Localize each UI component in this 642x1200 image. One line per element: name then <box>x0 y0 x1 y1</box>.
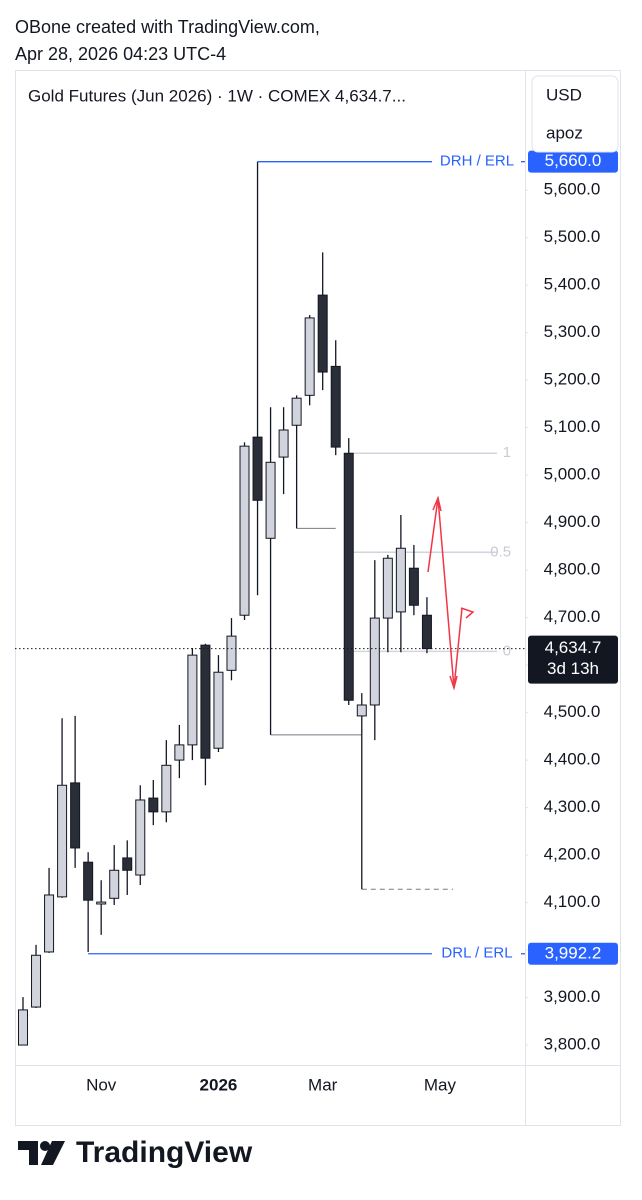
y-tick-label: 4,400.0 <box>544 750 601 769</box>
candle-body <box>408 567 419 606</box>
level-price-label: 3,992.2 <box>545 943 602 962</box>
candle-body <box>174 744 185 761</box>
x-tick-label: Mar <box>308 1075 338 1094</box>
candle-body <box>148 797 159 813</box>
candle-body <box>161 764 172 813</box>
candle-body <box>239 445 250 616</box>
level-price-box <box>528 150 618 173</box>
candle-body <box>44 894 55 953</box>
x-tick-label: 2026 <box>200 1075 238 1094</box>
x-tick-label: May <box>424 1075 457 1094</box>
plot-area: 10.50 <box>18 161 511 1046</box>
candle-body <box>395 547 406 613</box>
candle-body <box>31 954 42 1008</box>
y-tick-label: 4,900.0 <box>544 512 601 531</box>
y-tick-label: 3,900.0 <box>544 987 601 1006</box>
level-label: DRL / ERL <box>441 945 512 962</box>
fib-label: 0.5 <box>490 543 511 560</box>
last-price-box <box>528 635 618 684</box>
menu-item[interactable]: apoz <box>546 123 583 142</box>
last-price-label: 4,634.7 <box>545 638 602 657</box>
candle-body <box>187 654 198 746</box>
level-price-label: 5,660.0 <box>545 151 602 170</box>
currency[interactable]: USD <box>546 85 582 104</box>
red-arrows <box>427 495 475 691</box>
candle-body <box>304 317 315 396</box>
candle-body <box>213 671 224 749</box>
header-credit: OBone created with TradingView.com, <box>15 17 320 37</box>
x-tick-label: Nov <box>86 1075 117 1094</box>
candle-body <box>330 365 341 448</box>
y-tick-label: 5,000.0 <box>544 465 601 484</box>
bar-countdown: 3d 13h <box>547 659 599 678</box>
chart-title: Gold Futures (Jun 2026) · 1W · COMEX 4,6… <box>28 86 406 105</box>
candle-body <box>278 429 289 458</box>
candle-body <box>18 1009 28 1046</box>
y-tick-label: 5,500.0 <box>544 227 601 246</box>
currency-box[interactable] <box>531 75 619 153</box>
candle-body <box>369 617 380 706</box>
fib-label: 1 <box>503 444 511 461</box>
candle-body <box>252 436 263 501</box>
level-label: DRH / ERL <box>440 153 514 170</box>
candle-body <box>122 857 133 871</box>
y-tick-label: 5,600.0 <box>544 180 601 199</box>
y-tick-label: 5,100.0 <box>544 417 601 436</box>
candle-body <box>200 644 211 759</box>
candle-body <box>96 901 107 905</box>
fib-label: 0 <box>503 642 511 659</box>
candle-body <box>356 704 367 717</box>
footer-logo: TradingView <box>76 1136 253 1169</box>
candle-body <box>226 635 237 671</box>
candle-body <box>83 861 94 901</box>
tradingview-logo-icon <box>18 1141 65 1165</box>
chart-frame <box>15 70 621 1126</box>
candle-body <box>109 869 120 899</box>
candle-body <box>343 452 354 701</box>
candle-body <box>70 782 81 849</box>
y-tick-label: 4,800.0 <box>544 560 601 579</box>
y-tick-label: 4,100.0 <box>544 892 601 911</box>
level-price-box <box>528 942 618 965</box>
y-tick-label: 4,700.0 <box>544 607 601 626</box>
candle-body <box>57 784 68 898</box>
y-tick-label: 4,500.0 <box>544 702 601 721</box>
candle-body <box>317 294 328 373</box>
y-tick-label: 5,400.0 <box>544 275 601 294</box>
candle-body <box>265 461 276 539</box>
y-tick-label: 5,300.0 <box>544 322 601 341</box>
y-tick-label: 3,800.0 <box>544 1035 601 1054</box>
y-tick-label: 5,200.0 <box>544 370 601 389</box>
candle-body <box>382 557 393 619</box>
candle-body <box>291 397 302 426</box>
header-date: Apr 28, 2026 04:23 UTC-4 <box>15 44 226 64</box>
candle-body <box>421 614 432 650</box>
y-tick-label: 4,200.0 <box>544 845 601 864</box>
y-tick-label: 4,300.0 <box>544 797 601 816</box>
candle-body <box>135 799 146 876</box>
